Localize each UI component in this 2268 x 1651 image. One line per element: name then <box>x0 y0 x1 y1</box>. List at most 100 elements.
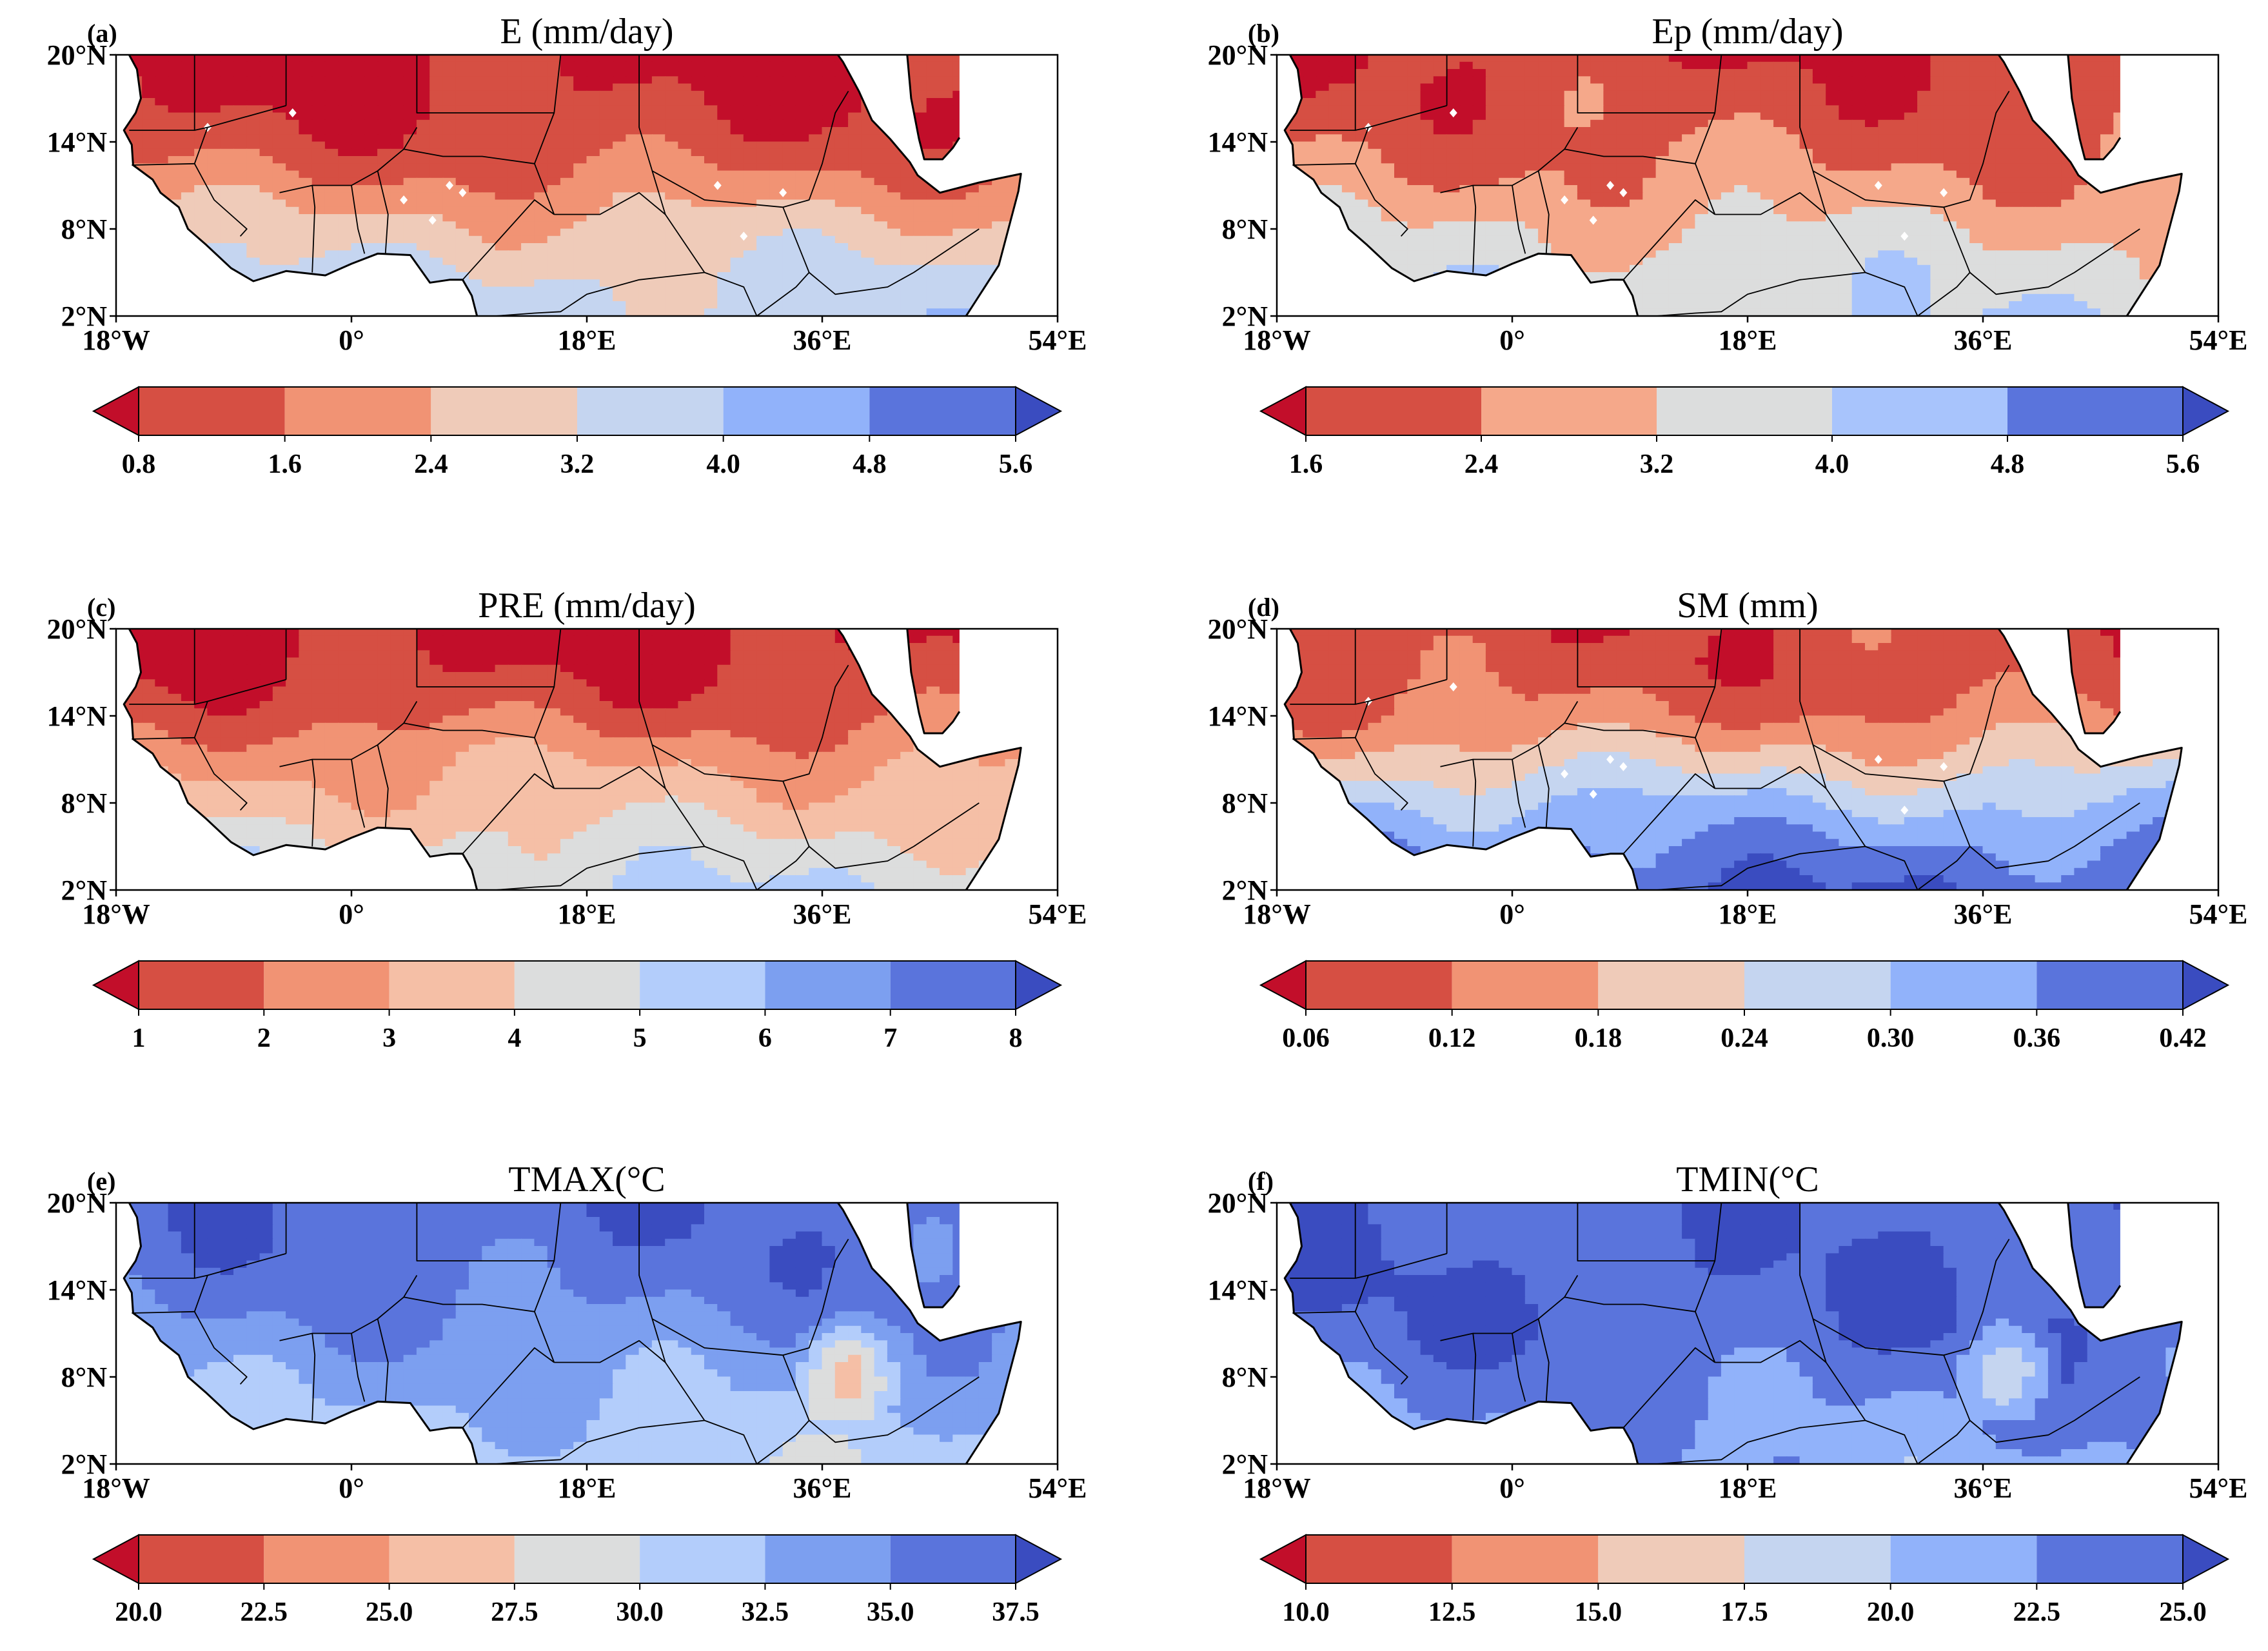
colorbar-tick-label: 25.0 <box>2159 1597 2207 1627</box>
colorbar-box <box>1744 961 1891 1009</box>
x-tick-label: 18°W <box>1243 898 1311 930</box>
y-tick-label: 14°N <box>1208 1274 1268 1306</box>
x-tick-label: 36°E <box>1954 1472 2013 1504</box>
arabia-coastline <box>906 629 961 735</box>
red-sea <box>1998 629 2080 749</box>
colorbar-over-triangle <box>2182 960 2230 1011</box>
red-sea <box>1998 1203 2080 1323</box>
arabia-coastline <box>2067 55 2122 161</box>
missing-marker <box>1589 789 1597 799</box>
y-tick-label: 8°N <box>1222 1361 1268 1393</box>
x-tick-label: 36°E <box>1954 898 2013 930</box>
red-sea <box>838 629 920 749</box>
colorbar-frame <box>138 960 1016 1010</box>
country-border <box>1969 1376 2140 1443</box>
coastlines <box>1283 1203 2183 1464</box>
colorbar-tick-label: 7 <box>883 1023 897 1053</box>
country-border <box>1440 701 1579 767</box>
missing-marker <box>1874 755 1882 764</box>
colorbar-frame <box>138 1534 1016 1584</box>
country-border <box>639 1174 822 1203</box>
field <box>1277 629 2218 890</box>
missing-marker <box>400 195 408 204</box>
country-border <box>279 1275 418 1341</box>
colorbar-box <box>1452 961 1599 1009</box>
panel-title: SM (mm) <box>1677 586 1818 626</box>
colorbar-box <box>2007 387 2183 435</box>
x-tick-label: 36°E <box>793 898 852 930</box>
country-border <box>1292 1310 1356 1314</box>
coastlines <box>1283 55 2183 316</box>
colorbar-tick-label: 27.5 <box>491 1597 538 1627</box>
colorbar-box <box>1598 961 1744 1009</box>
x-tick-label: 54°E <box>1029 324 1087 356</box>
colorbar-box <box>1744 1535 1891 1583</box>
country-border <box>132 737 195 740</box>
country-border <box>1865 845 1918 890</box>
colorbar-box <box>1890 961 2037 1009</box>
colorbar-tick-label: 37.5 <box>992 1597 1040 1627</box>
country-border <box>129 678 286 705</box>
missing-marker <box>459 188 467 197</box>
red-sea <box>1998 55 2080 175</box>
country-border <box>651 1318 810 1421</box>
colorbar-under-triangle <box>92 960 139 1011</box>
colorbar-box <box>869 387 1016 435</box>
colorbar-box <box>890 961 1016 1009</box>
colorbar-under-triangle <box>1259 1534 1307 1585</box>
colorbar-tick-label: 0.06 <box>1282 1023 1330 1053</box>
west-coastline <box>123 1203 478 1464</box>
country-border <box>1537 170 1550 254</box>
colorbar-tick-label: 4.0 <box>1815 450 1849 479</box>
country-border <box>554 1340 666 1363</box>
x-tick-label: 54°E <box>2189 324 2248 356</box>
colorbar-tick-label: 0.18 <box>1575 1023 1622 1053</box>
colorbar-box <box>765 1535 891 1583</box>
colorbar-tick-label: 0.42 <box>2159 1023 2207 1053</box>
country-border <box>1354 127 1408 237</box>
y-tick-label: 20°N <box>47 39 108 71</box>
country-border <box>416 629 555 687</box>
y-tick-label: 8°N <box>61 213 108 245</box>
coastlines <box>1283 629 2183 890</box>
colorbar-tick-label: 10.0 <box>1282 1597 1330 1627</box>
arabia-coastline <box>906 55 961 161</box>
colorbar-box <box>723 387 870 435</box>
red-sea <box>838 55 920 175</box>
coastlines <box>123 629 1022 890</box>
y-tick-label: 14°N <box>47 126 108 158</box>
colorbar-box <box>431 387 577 435</box>
missing-marker <box>1606 755 1615 764</box>
x-tick-label: 36°E <box>793 324 852 356</box>
colorbar-tick-label: 32.5 <box>742 1597 789 1627</box>
country-border <box>651 170 810 273</box>
y-tick-label: 20°N <box>1208 39 1268 71</box>
country-border <box>1622 773 1715 855</box>
colorbar-tick-label: 20.0 <box>115 1597 163 1627</box>
country-border <box>495 1419 705 1464</box>
y-tick-label: 14°N <box>1208 700 1268 732</box>
coastlines <box>123 1174 1022 1464</box>
panel-title: TMIN(°C <box>1676 1160 1819 1200</box>
country-border <box>1512 185 1526 254</box>
y-tick-label: 8°N <box>61 787 108 819</box>
country-border <box>462 1347 555 1429</box>
country-border <box>129 104 286 131</box>
x-tick-label: 18°W <box>1243 324 1311 356</box>
field <box>1277 55 2218 316</box>
country-border <box>1564 1296 1716 1363</box>
arabia-coastline <box>906 1203 961 1309</box>
country-border <box>403 148 555 215</box>
missing-marker <box>1449 108 1457 117</box>
east-coastline <box>1998 55 2183 316</box>
colorbar-tick-label: 1.6 <box>268 450 302 479</box>
country-border <box>809 1376 980 1443</box>
country-border <box>1812 744 1971 847</box>
colorbar-box <box>389 1535 515 1583</box>
country-border <box>351 185 366 254</box>
panel-letter: (f) <box>1248 1167 1274 1196</box>
colorbar-tick-label: 30.0 <box>616 1597 664 1627</box>
panel-letter: (a) <box>87 19 117 48</box>
x-tick-label: 0° <box>1499 898 1525 930</box>
